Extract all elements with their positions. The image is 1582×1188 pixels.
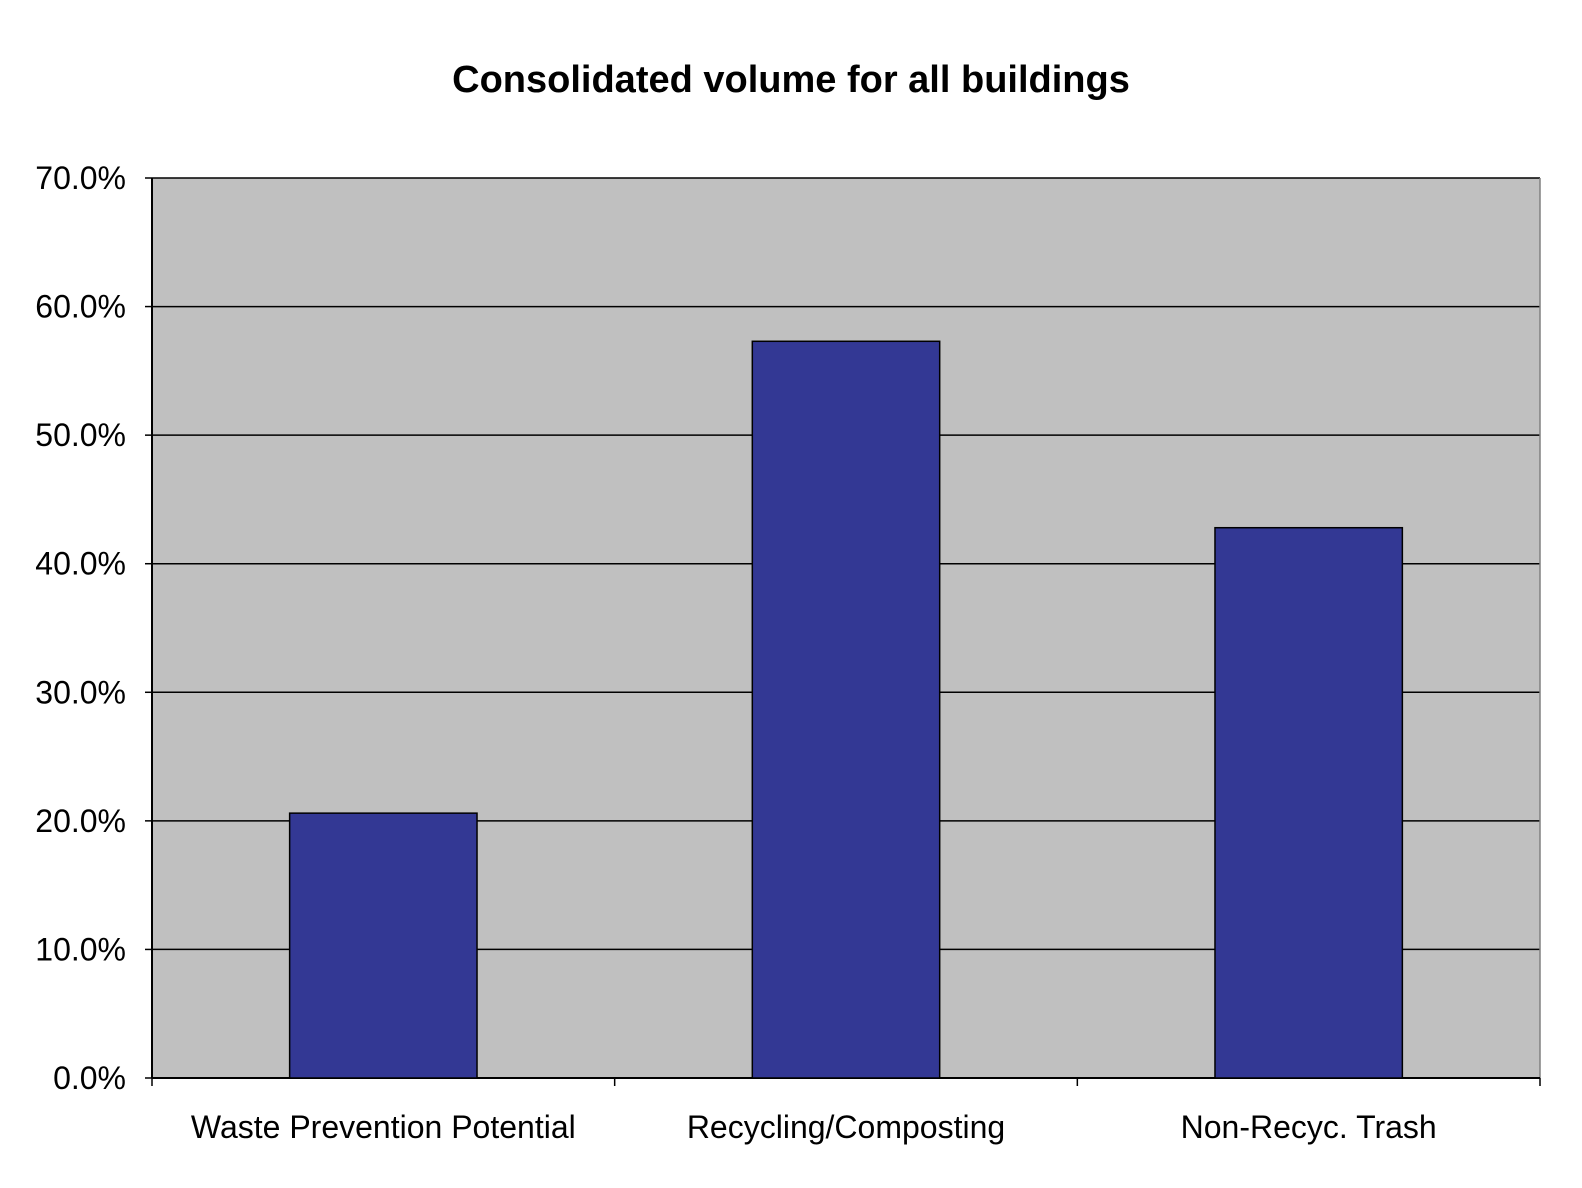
x-category-label: Recycling/Composting [687,1109,1005,1145]
y-tick-label: 30.0% [35,674,126,710]
y-tick-label: 40.0% [35,546,126,582]
bar [1214,526,1404,1079]
y-tick-label: 70.0% [35,160,126,196]
bar [751,340,941,1079]
plot-area: 0.0% 10.0% 20.0% 30.0% 40.0% 50.0% 60.0% 70.0% W… [35,160,1541,1145]
y-tick-label: 0.0% [53,1060,126,1096]
y-tick-label: 50.0% [35,417,126,453]
bar [288,812,478,1079]
x-category-label: Waste Prevention Potential [191,1109,576,1145]
y-tick-label: 60.0% [35,289,126,325]
x-category-label: Non-Recyc. Trash [1181,1109,1437,1145]
y-tick-label: 20.0% [35,803,126,839]
chart-title: Consolidated volume for all buildings [452,59,1130,101]
y-tick-label: 10.0% [35,931,126,967]
